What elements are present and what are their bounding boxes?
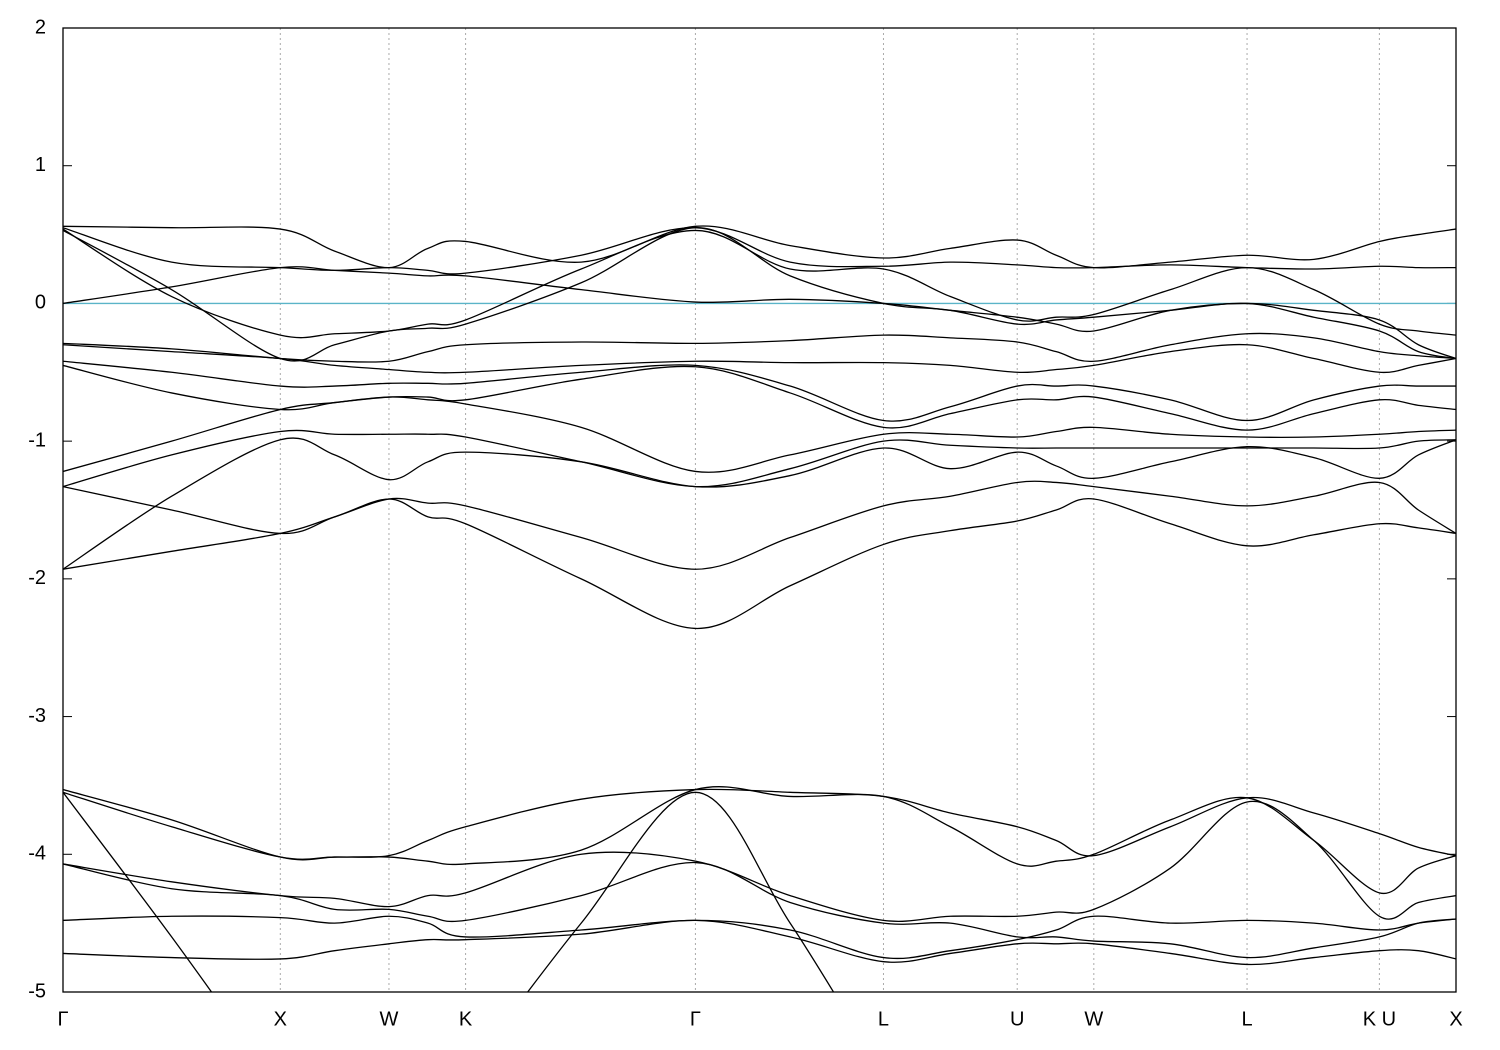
x-tick-label: Γ (57, 1008, 68, 1030)
band-line (63, 437, 1456, 570)
band-line (63, 396, 1456, 473)
y-tick-label: -1 (28, 429, 46, 451)
y-tick-label: 0 (35, 292, 46, 314)
band-line (63, 228, 1456, 339)
grid-layer (62, 27, 1457, 993)
x-tick-label: W (1084, 1008, 1103, 1030)
band-line (63, 227, 1456, 362)
y-tick-label: -4 (28, 843, 46, 865)
band-line (63, 429, 1456, 488)
band-line (63, 225, 1456, 269)
band-line (63, 343, 1456, 374)
x-tick-label: W (380, 1008, 399, 1030)
y-tick-label: 2 (35, 16, 46, 38)
band-line (63, 360, 1456, 422)
band-line (63, 791, 835, 992)
band-line (63, 497, 1456, 630)
y-tick-label: -3 (28, 705, 46, 727)
band-line (63, 800, 1456, 922)
x-tick-label: L (1241, 1008, 1252, 1030)
x-tick-label: K (459, 1008, 473, 1030)
label-layer: -5 -4 -3 -2 -1 0 1 2 Γ X W K Γ L U W L K U X (28, 16, 1462, 1030)
x-tick-label: L (878, 1008, 889, 1030)
band-line (63, 332, 1456, 363)
band-line (63, 266, 1456, 360)
plot-frame (62, 27, 1457, 993)
band-layer (63, 225, 1456, 992)
y-tick-label: -2 (28, 567, 46, 589)
y-tick-label: 1 (35, 154, 46, 176)
x-tick-label: K U (1363, 1008, 1396, 1030)
x-tick-label: U (1010, 1008, 1024, 1030)
band-line (63, 915, 1456, 960)
band-line (63, 861, 1456, 959)
x-tick-label: X (274, 1008, 287, 1030)
y-tick-label: -5 (28, 980, 46, 1002)
x-tick-label: X (1449, 1008, 1462, 1030)
band-line (63, 919, 1456, 966)
x-tick-label: Γ (690, 1008, 701, 1030)
band-line (63, 786, 1456, 895)
